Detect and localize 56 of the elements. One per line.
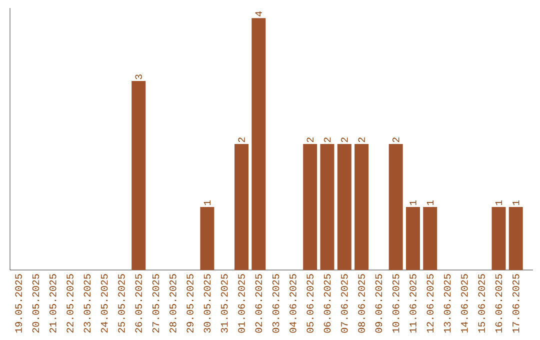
- x-tick-label: 25.05.2025: [118, 274, 125, 333]
- bar: [337, 144, 352, 270]
- x-tick-label: 19.05.2025: [15, 274, 22, 333]
- x-tick-label: 01.06.2025: [238, 274, 245, 333]
- x-tick-label: 30.05.2025: [204, 274, 211, 333]
- data-label: 4: [255, 11, 262, 16]
- x-tick-label: 27.05.2025: [152, 274, 160, 333]
- data-label: 1: [410, 200, 416, 206]
- bar: [200, 207, 214, 270]
- bar: [388, 144, 403, 270]
- x-tick-label: 20.05.2025: [32, 274, 40, 333]
- x-tick-label: 09.06.2025: [375, 274, 382, 333]
- data-label: 1: [204, 200, 210, 206]
- bar: [252, 18, 266, 270]
- x-tick-label: 13.06.2025: [444, 274, 451, 333]
- bar: [234, 144, 248, 270]
- bar: [406, 207, 420, 270]
- data-label: 2: [238, 138, 245, 142]
- data-label: 2: [324, 138, 331, 142]
- x-tick-label: 05.06.2025: [306, 274, 314, 333]
- x-tick-label: 06.06.2025: [324, 274, 331, 333]
- data-label: 2: [306, 138, 314, 142]
- bar: [132, 81, 146, 270]
- x-tick-label: 23.05.2025: [84, 274, 91, 333]
- x-tick-label: 15.06.2025: [478, 274, 485, 333]
- data-label: 1: [426, 200, 434, 206]
- x-tick-label: 03.06.2025: [272, 274, 280, 333]
- x-tick-label: 14.06.2025: [461, 274, 468, 333]
- bar: [508, 207, 523, 270]
- x-tick-label: 10.06.2025: [392, 274, 400, 333]
- x-tick-label: 07.06.2025: [341, 274, 348, 333]
- x-tick-label: 21.05.2025: [49, 274, 56, 333]
- data-label: 3: [135, 74, 142, 80]
- data-label: 2: [341, 138, 348, 142]
- data-label: 2: [358, 138, 365, 142]
- data-label: 1: [512, 200, 520, 206]
- x-tick-label: 29.05.2025: [186, 274, 194, 333]
- x-tick-label: 28.05.2025: [170, 274, 176, 333]
- bar: [423, 207, 438, 270]
- x-tick-label: 02.06.2025: [255, 274, 262, 333]
- x-tick-label: 04.06.2025: [290, 274, 296, 333]
- x-tick-label: 24.05.2025: [100, 274, 108, 333]
- x-tick-label: 22.05.2025: [66, 274, 74, 333]
- bar: [320, 144, 334, 270]
- x-tick-label: 31.05.2025: [220, 274, 228, 333]
- x-tick-label: 16.06.2025: [495, 274, 502, 333]
- x-tick-label: 11.06.2025: [410, 274, 416, 333]
- bar: [303, 144, 318, 270]
- data-label: 2: [392, 138, 400, 142]
- x-tick-label: 17.06.2025: [512, 274, 520, 333]
- x-tick-label: 08.06.2025: [358, 274, 365, 333]
- x-tick-label: 26.05.2025: [135, 274, 142, 333]
- x-tick-label: 12.06.2025: [426, 274, 434, 333]
- bar: [354, 144, 369, 270]
- bar: [492, 207, 506, 270]
- data-label: 1: [495, 200, 502, 206]
